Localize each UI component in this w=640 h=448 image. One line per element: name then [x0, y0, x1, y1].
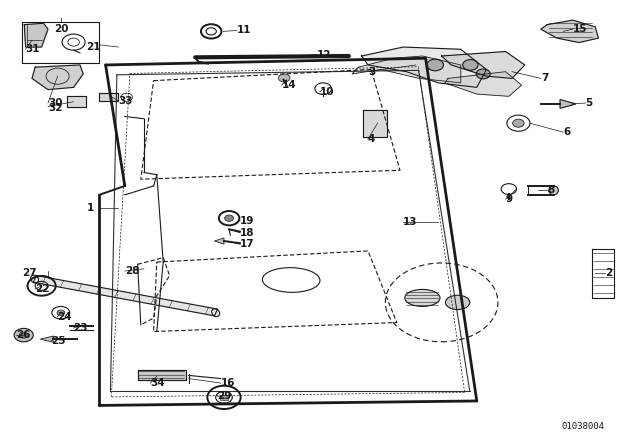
- Text: 28: 28: [125, 266, 140, 276]
- Polygon shape: [138, 370, 186, 380]
- Circle shape: [57, 310, 65, 315]
- Polygon shape: [445, 72, 522, 96]
- Text: 22: 22: [35, 284, 50, 294]
- Polygon shape: [214, 238, 224, 244]
- Polygon shape: [24, 23, 48, 47]
- Polygon shape: [363, 110, 387, 137]
- Text: 17: 17: [240, 239, 255, 249]
- Polygon shape: [541, 20, 598, 43]
- Circle shape: [14, 328, 33, 342]
- Text: 3: 3: [368, 67, 375, 77]
- Polygon shape: [33, 276, 218, 316]
- Text: 2: 2: [605, 268, 612, 278]
- Text: 21: 21: [86, 42, 101, 52]
- Text: 1: 1: [86, 203, 93, 213]
- Circle shape: [513, 119, 524, 127]
- Text: 29: 29: [218, 392, 232, 401]
- Circle shape: [476, 69, 490, 79]
- Polygon shape: [32, 65, 83, 90]
- Polygon shape: [560, 99, 576, 108]
- Circle shape: [278, 74, 290, 82]
- Text: 24: 24: [58, 312, 72, 322]
- Text: 27: 27: [22, 268, 37, 278]
- Ellipse shape: [212, 309, 220, 317]
- Text: 14: 14: [282, 80, 296, 90]
- Polygon shape: [362, 47, 486, 87]
- Text: 11: 11: [237, 26, 252, 35]
- Text: 12: 12: [317, 50, 332, 60]
- Text: 18: 18: [240, 228, 255, 238]
- Text: 31: 31: [26, 44, 40, 54]
- Circle shape: [463, 60, 478, 70]
- Text: 26: 26: [16, 330, 31, 340]
- Polygon shape: [220, 395, 228, 400]
- Circle shape: [19, 332, 28, 338]
- Polygon shape: [442, 52, 525, 78]
- Ellipse shape: [31, 275, 38, 283]
- Text: 01038004: 01038004: [562, 422, 605, 431]
- Text: 33: 33: [118, 96, 133, 106]
- Ellipse shape: [445, 295, 470, 310]
- Text: 9: 9: [506, 194, 513, 204]
- Text: 34: 34: [150, 378, 165, 388]
- Text: 32: 32: [48, 103, 63, 112]
- Text: 7: 7: [541, 73, 548, 83]
- Polygon shape: [67, 96, 86, 107]
- Polygon shape: [99, 93, 118, 101]
- Text: 13: 13: [403, 217, 418, 227]
- Text: 30: 30: [48, 98, 63, 108]
- Text: 20: 20: [54, 24, 69, 34]
- Text: 16: 16: [221, 378, 236, 388]
- Text: 6: 6: [563, 127, 570, 137]
- Ellipse shape: [549, 186, 559, 195]
- Text: 15: 15: [573, 24, 588, 34]
- Text: 23: 23: [74, 323, 88, 333]
- Text: 25: 25: [51, 336, 66, 346]
- Circle shape: [427, 59, 444, 71]
- Ellipse shape: [405, 289, 440, 306]
- Text: 10: 10: [320, 87, 335, 97]
- Text: 5: 5: [586, 98, 593, 108]
- Polygon shape: [40, 336, 53, 342]
- Text: 8: 8: [547, 185, 554, 195]
- Polygon shape: [352, 56, 461, 83]
- Text: 19: 19: [240, 216, 254, 226]
- Text: 4: 4: [368, 134, 376, 144]
- Circle shape: [225, 215, 234, 221]
